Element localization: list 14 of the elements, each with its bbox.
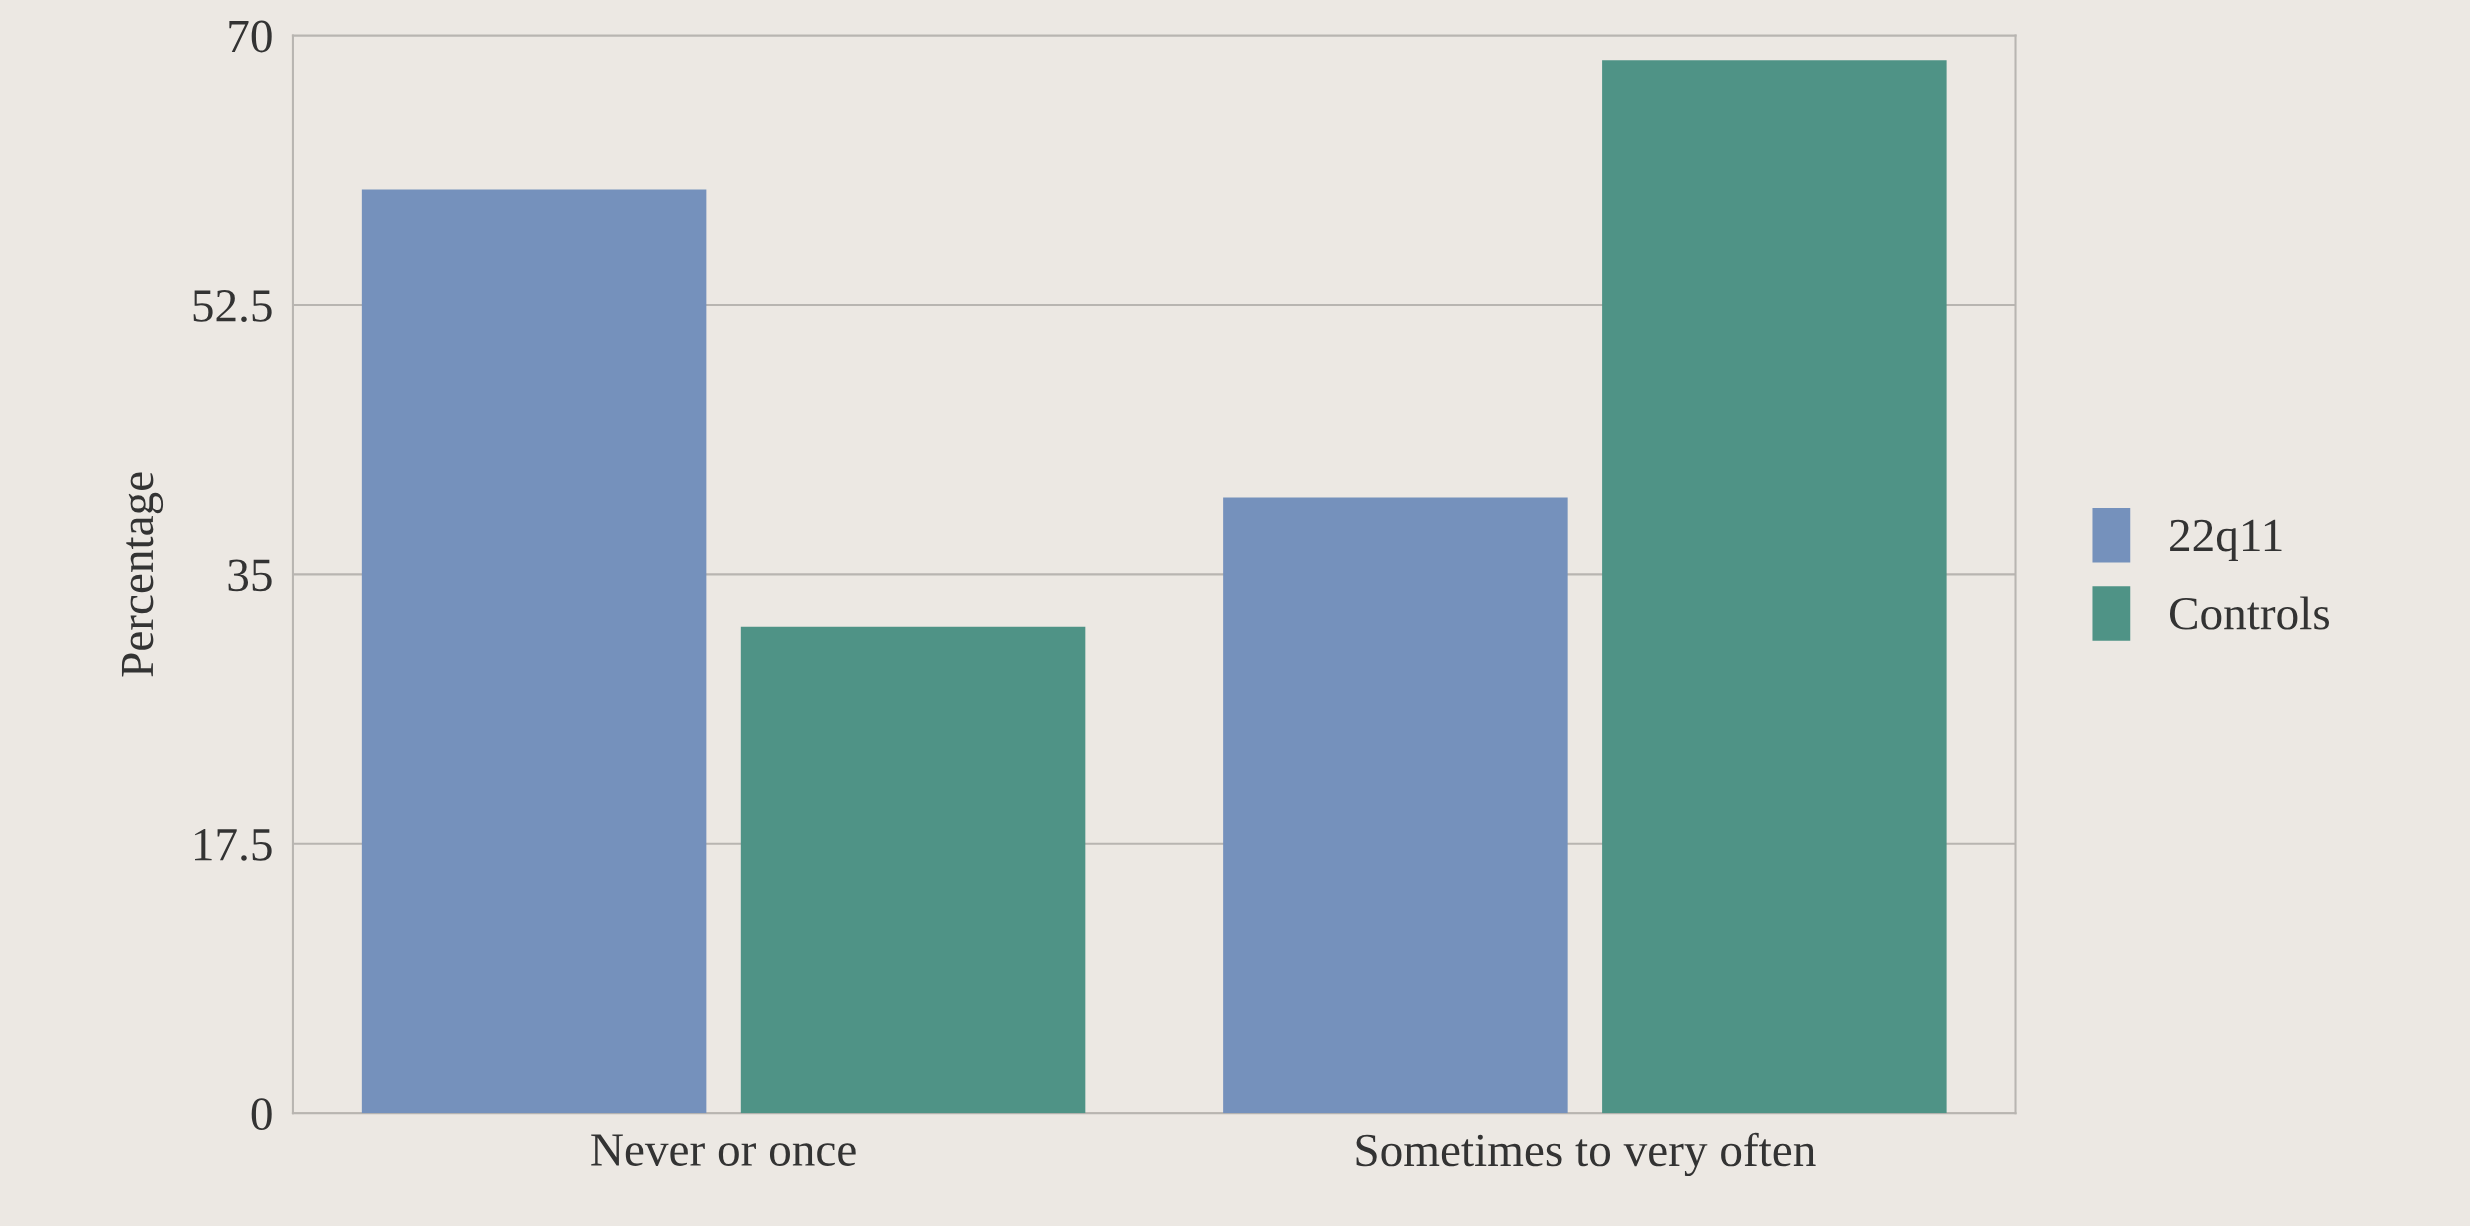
- bar: [1223, 497, 1568, 1114]
- y-tick-label: 35: [228, 559, 272, 592]
- y-tick-label: 17.5: [195, 829, 272, 861]
- legend-label: 22q11: [2170, 519, 2282, 562]
- legend-label: Controls: [2169, 596, 2329, 630]
- x-tick-label: Never or once: [591, 1134, 856, 1166]
- y-axis-title: Percentage: [121, 472, 164, 677]
- bar: [361, 189, 707, 1114]
- y-tick-label: 52.5: [193, 290, 272, 323]
- y-tick-label: 70: [229, 20, 272, 53]
- x-tick-label: Sometimes to very often: [1356, 1132, 1816, 1177]
- bar: [740, 626, 1086, 1114]
- y-tick-label: 0: [251, 1098, 272, 1131]
- bar: [1602, 60, 1947, 1114]
